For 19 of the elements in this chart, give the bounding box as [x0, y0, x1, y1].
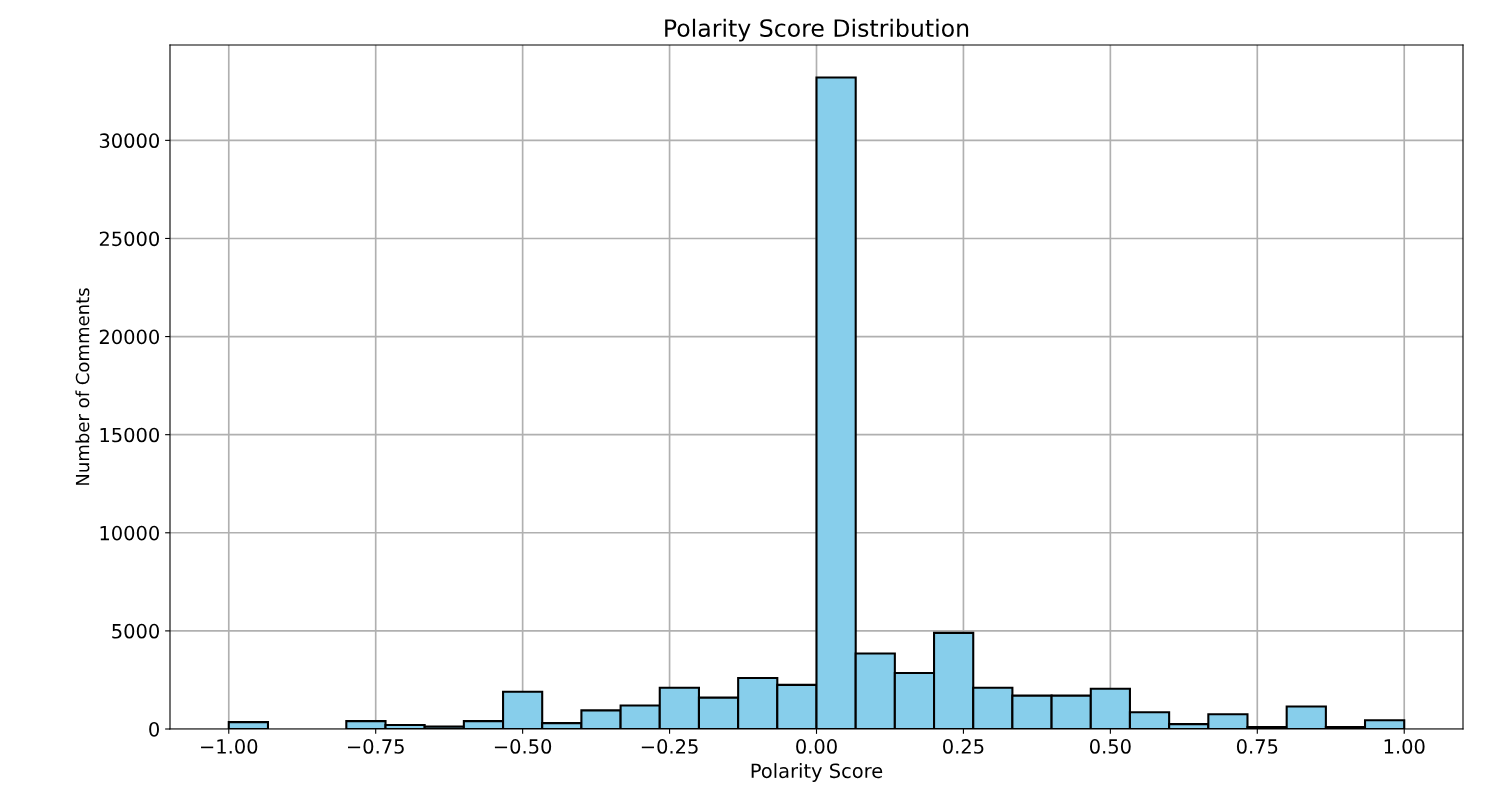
- x-tick-label: 1.00: [1384, 739, 1425, 754]
- x-tick-label: −1.00: [201, 739, 258, 754]
- x-tick-label: 0.75: [1236, 739, 1278, 754]
- x-tick-label: 0.25: [943, 739, 984, 754]
- y-axis-title: Number of Comments: [75, 288, 90, 485]
- y-tick-label: 20000: [99, 329, 159, 345]
- y-tick-label: 5000: [112, 623, 159, 639]
- x-tick-label: 0.50: [1090, 739, 1131, 754]
- y-tick-label: 0: [149, 721, 159, 737]
- x-tick-label: 0.00: [796, 739, 837, 754]
- x-tick-label: −0.50: [494, 739, 552, 754]
- x-tick-label: −0.25: [641, 739, 698, 754]
- y-tick-label: 10000: [100, 525, 159, 541]
- x-axis-title: Polarity Score: [751, 763, 883, 782]
- y-tick-label: 25000: [99, 231, 159, 247]
- x-tick-label: −0.75: [347, 739, 404, 754]
- y-tick-label: 15000: [100, 427, 159, 443]
- chart-title: Polarity Score Distribution: [665, 18, 969, 42]
- y-tick-label: 30000: [99, 133, 159, 149]
